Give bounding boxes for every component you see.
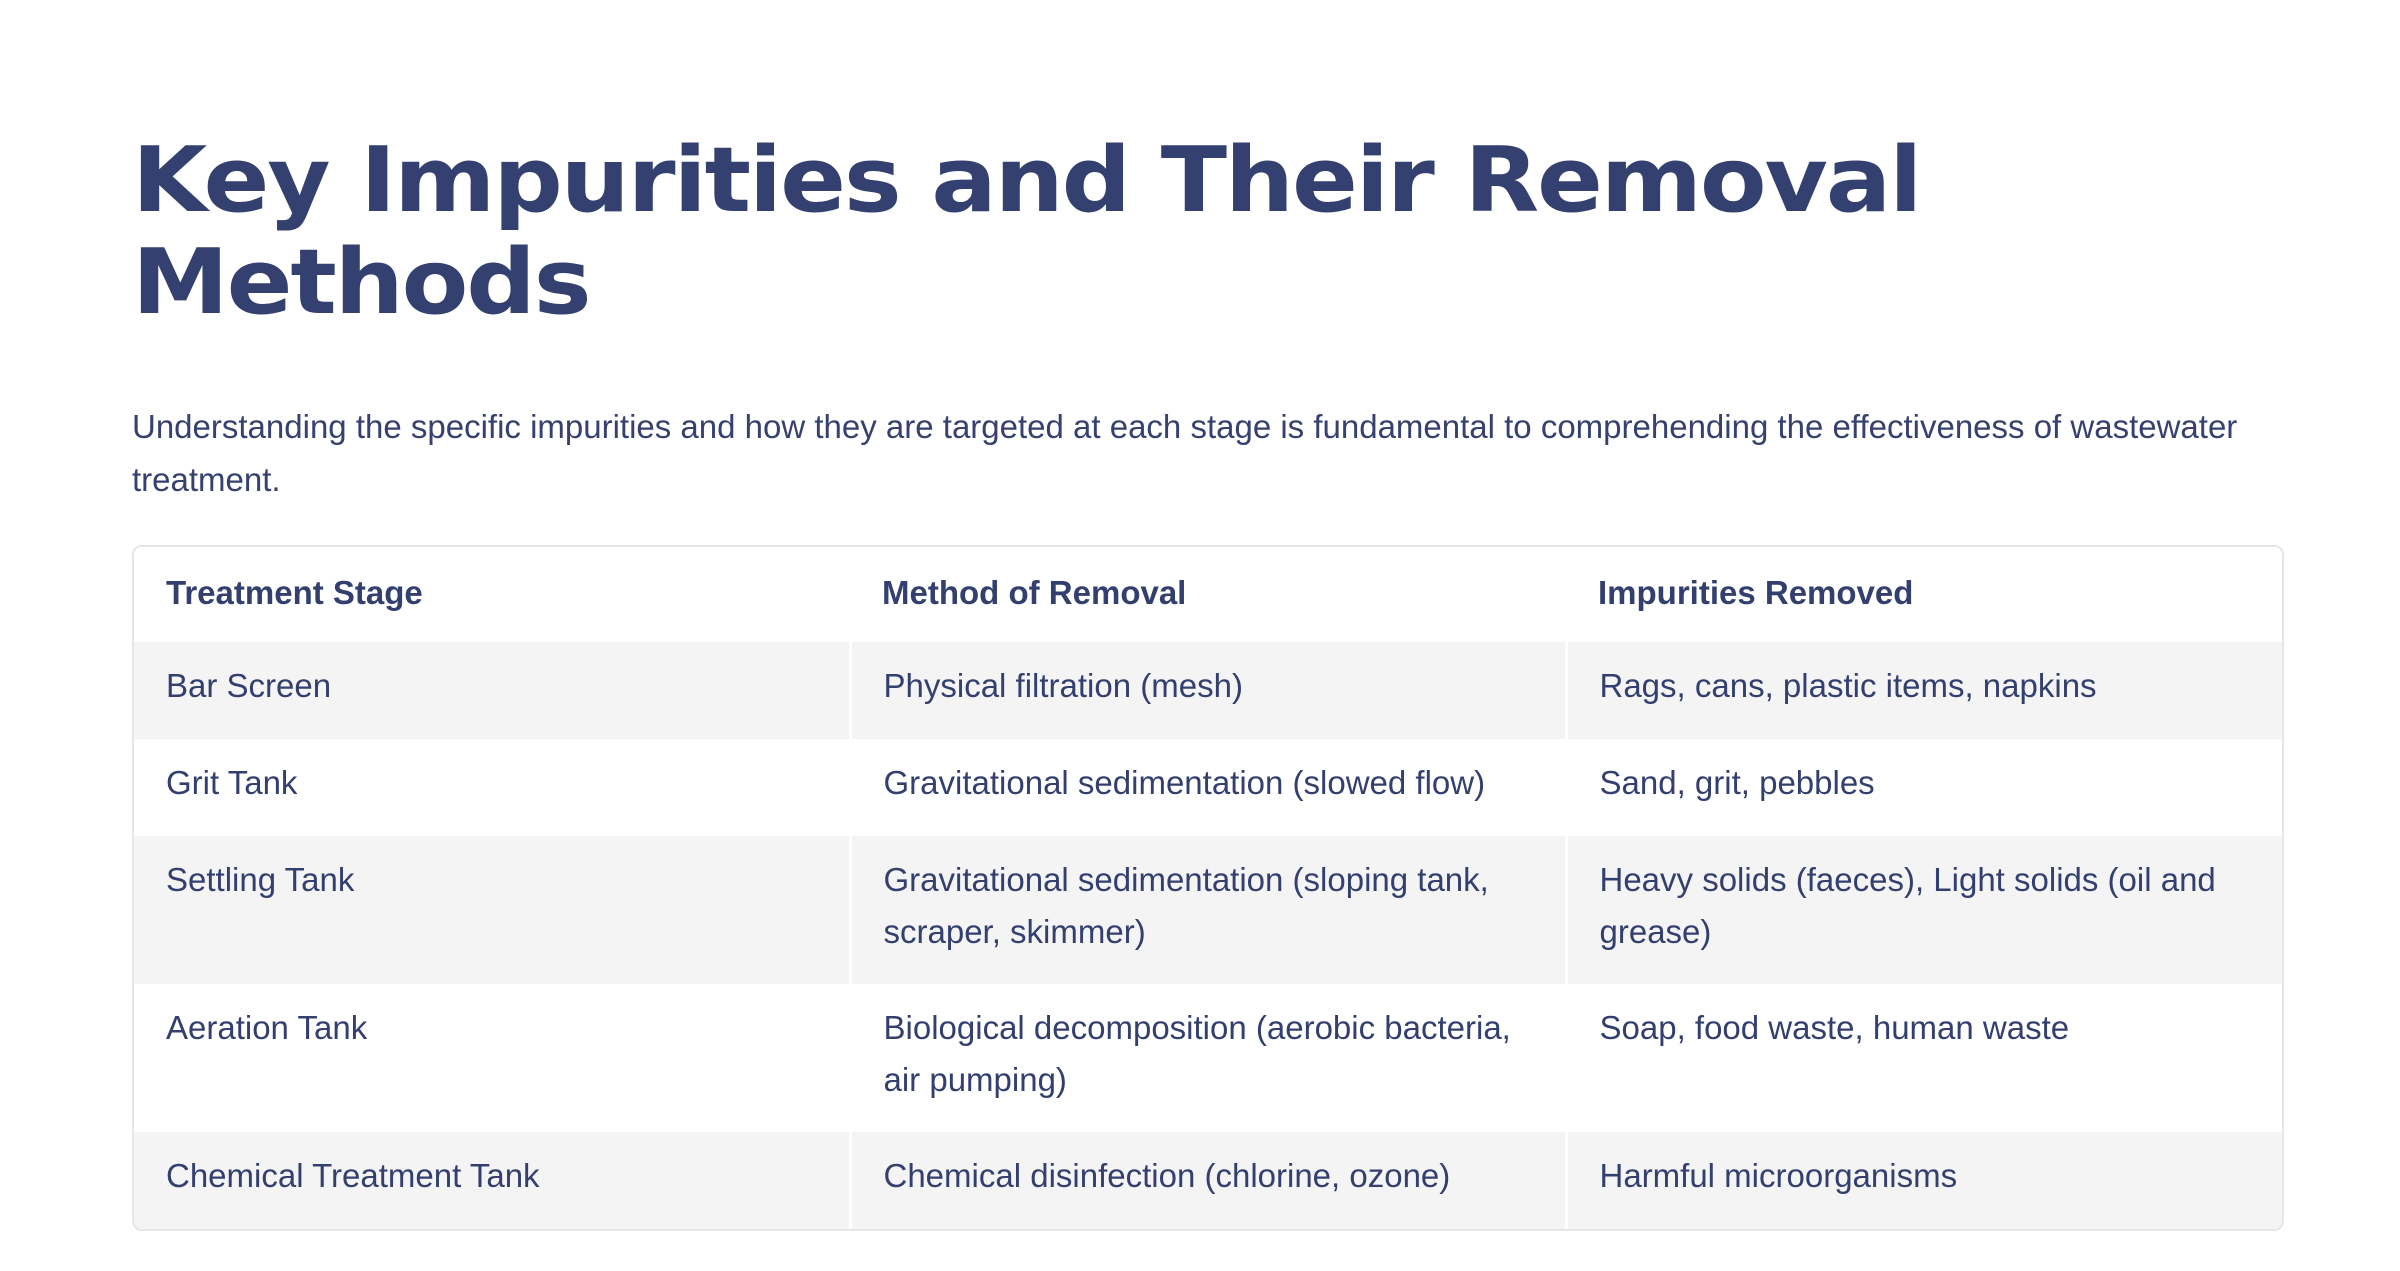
method-cell: Biological decomposition (aerobic bacter… [848,984,1566,1132]
impurities-table: Treatment Stage Method of Removal Impuri… [134,547,2282,1229]
page-title: Key Impurities and Their Removal Methods [132,128,1922,335]
impurities-cell: Rags, cans, plastic items, napkins [1564,642,2282,739]
method-cell: Physical filtration (mesh) [848,642,1566,739]
intro-paragraph: Understanding the specific impurities an… [132,408,2238,498]
impurities-table-container: Treatment Stage Method of Removal Impuri… [132,545,2284,1231]
impurities-cell: Soap, food waste, human waste [1564,984,2282,1132]
table-row: Chemical Treatment Tank Chemical disinfe… [134,1132,2282,1229]
table-row: Bar Screen Physical filtration (mesh) Ra… [134,642,2282,739]
header-method-of-removal: Method of Removal [850,547,1566,642]
table-header-row: Treatment Stage Method of Removal Impuri… [134,547,2282,642]
stage-cell: Settling Tank [134,836,850,984]
table-row: Settling Tank Gravitational sedimentatio… [134,836,2282,984]
method-cell: Gravitational sedimentation (sloping tan… [848,836,1566,984]
stage-cell: Grit Tank [166,764,298,801]
header-treatment-stage: Treatment Stage [134,547,850,642]
impurities-cell: Harmful microorganisms [1564,1132,2282,1229]
impurities-cell: Heavy solids (faeces), Light solids (oil… [1564,836,2282,984]
stage-cell: Aeration Tank [166,1009,368,1046]
table-row: Grit Tank Gravitational sedimentation (s… [134,739,2282,836]
method-cell: Chemical disinfection (chlorine, ozone) [848,1132,1566,1229]
table-row: Aeration Tank Biological decomposition (… [134,984,2282,1132]
method-cell: Gravitational sedimentation (slowed flow… [848,739,1566,836]
stage-cell: Bar Screen [134,642,850,739]
header-impurities-removed: Impurities Removed [1566,547,2282,642]
stage-cell: Chemical Treatment Tank [134,1132,850,1229]
impurities-cell: Sand, grit, pebbles [1564,739,2282,836]
